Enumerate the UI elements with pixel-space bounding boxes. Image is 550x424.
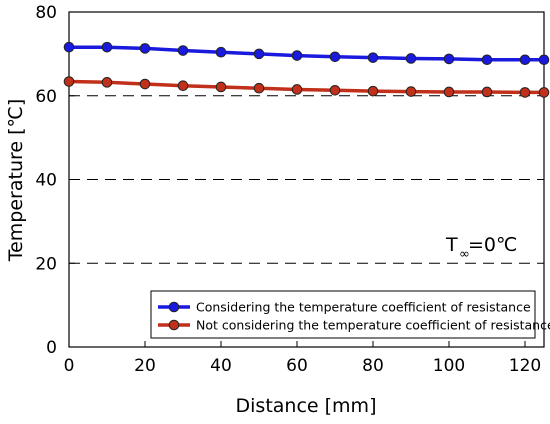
series-2-point [177, 80, 189, 91]
series-2-point [329, 85, 341, 96]
series-line-2 [68, 79, 544, 95]
series-1-point [215, 46, 227, 58]
series-1-point [253, 48, 265, 60]
y-tick-label: 20 [35, 254, 57, 274]
annotation-subscript: ∞ [459, 247, 470, 262]
series-1-point [63, 41, 75, 53]
series-2-point [291, 84, 303, 95]
series-2-point [519, 87, 531, 98]
series-1-point [139, 43, 151, 54]
x-tick-label: 20 [134, 356, 156, 376]
series-2-point [101, 77, 113, 88]
series-1-point [329, 51, 341, 63]
y-tick-label: 80 [35, 3, 57, 23]
legend-label: Not considering the temperature coeffici… [196, 318, 550, 333]
x-tick-label: 120 [509, 356, 541, 376]
x-axis-title: Distance [mm] [236, 395, 377, 417]
series-2-point [538, 87, 550, 98]
series-2-point [367, 85, 379, 97]
annotation-symbol: T [445, 234, 458, 256]
series-1-point [291, 50, 303, 61]
series-1-point [538, 54, 550, 66]
legend: Considering the temperature coefficient … [150, 290, 550, 339]
series-1-point [481, 54, 493, 66]
x-tick-label: 80 [362, 356, 384, 376]
legend-swatch-marker [168, 319, 180, 331]
series-2-point [481, 86, 493, 98]
y-axis-title: Temperature [℃] [5, 99, 27, 263]
series-2-point [443, 86, 455, 98]
y-tick-label: 60 [35, 87, 57, 107]
x-tick-label: 40 [210, 356, 232, 376]
series-1-point [367, 52, 379, 63]
series-2-point [405, 86, 417, 97]
series-2-point [63, 76, 75, 87]
series-2-point [139, 78, 151, 90]
series-1-point [101, 41, 113, 53]
ambient-temperature-annotation: T ∞ =0℃ [445, 234, 517, 262]
series-1-point [519, 54, 531, 66]
x-tick-label: 0 [64, 356, 75, 376]
y-tick-label: 0 [46, 338, 57, 358]
series-2-point [253, 82, 265, 94]
legend-box [150, 290, 536, 339]
reference-lines [69, 95, 544, 264]
series-1-point [443, 53, 455, 65]
x-tick-label: 100 [433, 356, 465, 376]
series-layer [63, 41, 550, 98]
legend-label: Considering the temperature coefficient … [196, 300, 531, 315]
series-1-point [405, 53, 417, 64]
axis-ticks: 0 20 40 60 80 100 120 0 20 40 60 80 [35, 3, 541, 376]
y-tick-label: 40 [35, 171, 57, 191]
series-1-point [177, 45, 189, 56]
annotation-value: =0℃ [468, 234, 517, 256]
series-line-1 [69, 45, 544, 62]
x-tick-label: 60 [286, 356, 308, 376]
series-2-point [215, 81, 227, 93]
legend-swatch-marker [168, 301, 180, 313]
